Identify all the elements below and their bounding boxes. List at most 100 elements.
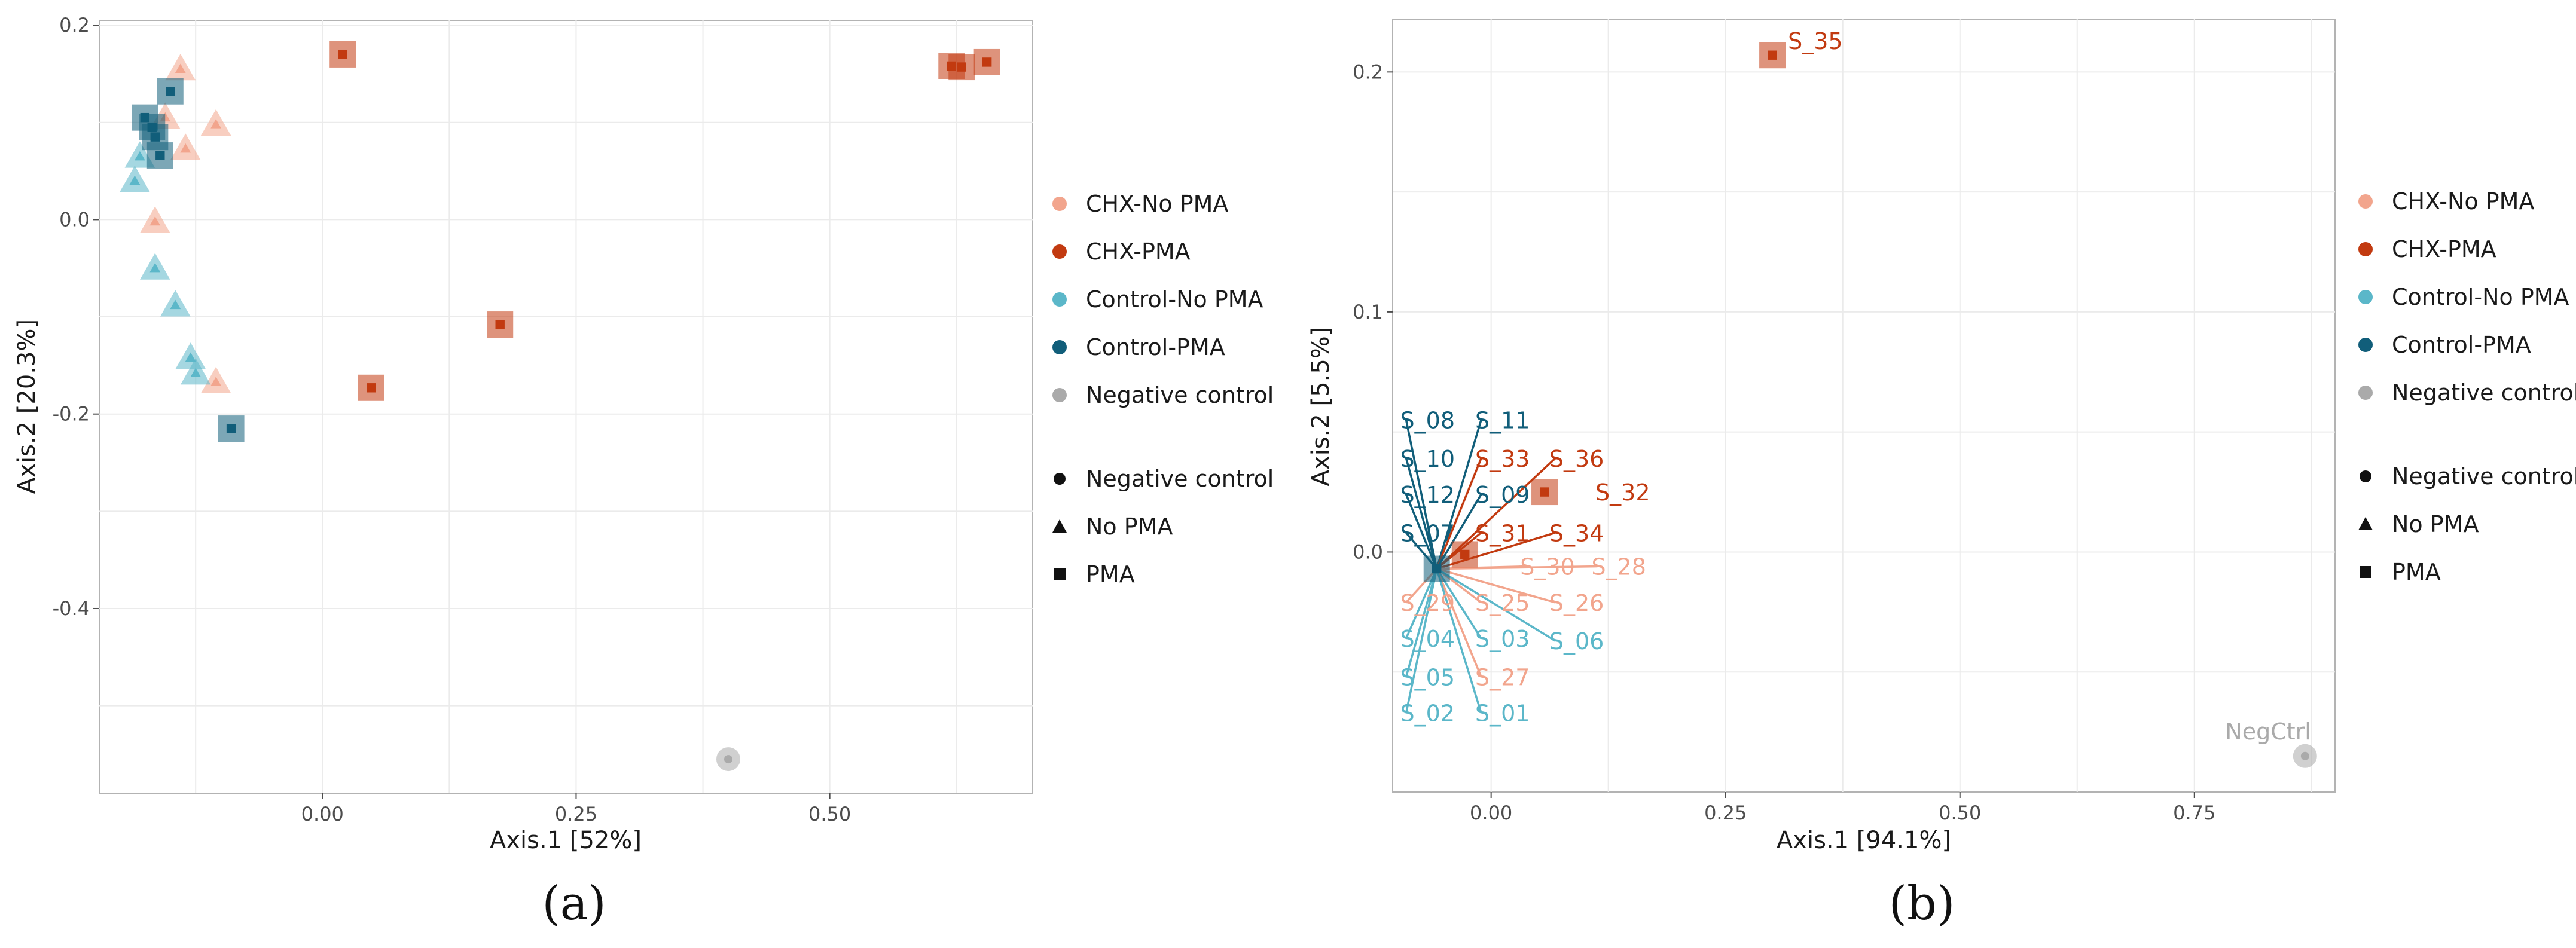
- point-label-s_35: S_35: [1788, 28, 1842, 54]
- sample-label-s_09: S_09: [1475, 482, 1530, 508]
- legend-shape-label: Negative control: [1086, 466, 1274, 492]
- point-a-6-inner: [175, 63, 186, 73]
- point-a-5-inner: [367, 383, 376, 393]
- legend-key-chx-pma: [2358, 242, 2373, 256]
- b-x-tick-label: 0.00: [1470, 802, 1512, 824]
- panel-a: 0.00 0.25 0.500.20.0-0.2-0.4 Axis.1 [52%] …: [13, 14, 1274, 931]
- sample-label-s_06: S_06: [1549, 628, 1604, 655]
- y-axis-label-a: Axis.2 [20.3%]: [13, 319, 41, 494]
- point-a-8: [200, 109, 231, 136]
- point-a-0: [329, 41, 356, 68]
- sample-label-s_05: S_05: [1400, 664, 1455, 690]
- point-label-s_32: S_32: [1595, 479, 1650, 506]
- sample-labels-b: S_08 S_11 S_10 S_33 S_36 S_12 S_09 S_07 S_31 S_34…: [1400, 28, 2311, 745]
- point-b-1-inner: [1540, 487, 1549, 497]
- legend-label: Negative control: [2392, 380, 2576, 406]
- plot-area-a: [99, 20, 1033, 794]
- legend-key-control-pma: [2358, 338, 2373, 352]
- points-a: [120, 41, 1000, 772]
- sample-label-s_10: S_10: [1400, 446, 1455, 472]
- point-a-0-inner: [338, 50, 347, 59]
- vector-line-s_02: [1405, 568, 1438, 713]
- legend-label: CHX-No PMA: [2392, 188, 2534, 215]
- vector-line-s_10: [1405, 458, 1438, 570]
- point-a-11: [200, 366, 231, 394]
- sample-label-s_31: S_31: [1475, 520, 1530, 546]
- point-label-negctrl: NegCtrl: [2225, 718, 2311, 745]
- point-b-2: [1451, 541, 1478, 568]
- point-b-4: [1423, 555, 1450, 582]
- point-a-2: [948, 54, 975, 81]
- legend-label: Control-No PMA: [1086, 286, 1263, 313]
- sample-label-s_11: S_11: [1475, 408, 1530, 434]
- sample-label-s_26: S_26: [1549, 590, 1604, 616]
- point-a-17-inner: [190, 368, 202, 378]
- sample-label-s_27: S_27: [1475, 664, 1530, 690]
- b-y-tick-label: 0.2: [1353, 60, 1383, 83]
- point-a-9-inner: [180, 143, 191, 153]
- points-b: [1423, 42, 2317, 768]
- sample-label-s_36: S_36: [1549, 446, 1604, 472]
- legend-key-control-pma: [1052, 340, 1067, 354]
- b-y-tick-label: 0.1: [1353, 301, 1383, 323]
- legend-shape-triangle: [2358, 517, 2373, 530]
- legend-key-negative-control: [2358, 386, 2373, 400]
- vector-line-s_01: [1436, 568, 1482, 714]
- vector-line-s_33: [1436, 458, 1482, 570]
- sample-label-s_07: S_07: [1400, 520, 1455, 546]
- sample-label-s_30: S_30: [1520, 554, 1574, 580]
- legend-shape-label: No PMA: [2392, 511, 2479, 537]
- legend-shape-circle: [1054, 473, 1066, 485]
- legend-key-control-no-pma: [1052, 292, 1067, 307]
- legend-a: CHX-No PMA CHX-PMA Control-No PMA Control-P…: [1052, 191, 1274, 588]
- point-b-2-inner: [1460, 549, 1470, 559]
- tick-labels-a: 0.00 0.25 0.50 0.2 0.0 -0.2 -0.4: [53, 14, 851, 825]
- tick-labels-b: 0.00 0.25 0.50 0.75 0.2 0.1 0.0: [1353, 60, 2215, 824]
- point-a-13-inner: [129, 175, 141, 185]
- point-b-3-inner: [2300, 751, 2309, 760]
- point-a-17: [180, 358, 211, 385]
- point-a-10-inner: [149, 216, 161, 226]
- a-y-tick-label: 0.2: [59, 14, 90, 36]
- vector-line-s_11: [1436, 420, 1482, 570]
- caption-a: (a): [542, 877, 606, 931]
- vector-line-s_06: [1436, 568, 1556, 642]
- point-a-11-inner: [210, 377, 221, 386]
- sample-label-s_33: S_33: [1475, 446, 1530, 472]
- a-x-tick-label: 0.50: [808, 803, 851, 825]
- sample-label-s_03: S_03: [1475, 626, 1530, 652]
- point-a-3: [973, 48, 1000, 75]
- sample-label-s_08: S_08: [1400, 408, 1455, 434]
- legend-shape-label: PMA: [2392, 559, 2441, 585]
- point-b-0: [1759, 42, 1786, 69]
- legend-shape-label: No PMA: [1086, 513, 1173, 540]
- legend-shape-square: [2360, 566, 2371, 578]
- point-a-9: [170, 133, 201, 160]
- sample-label-s_01: S_01: [1475, 700, 1530, 726]
- vector-line-s_27: [1436, 568, 1482, 677]
- point-a-10: [140, 206, 170, 233]
- point-a-24-inner: [724, 755, 732, 764]
- point-a-16-inner: [185, 352, 196, 362]
- point-a-24: [716, 747, 740, 772]
- point-a-16: [175, 342, 206, 369]
- point-a-18: [157, 78, 184, 105]
- vector-line-s_28: [1436, 565, 1598, 570]
- legend-key-control-no-pma: [2358, 290, 2373, 304]
- b-x-tick-label: 0.50: [1939, 802, 1981, 824]
- sample-label-s_02: S_02: [1400, 700, 1455, 726]
- legend-key-chx-no-pma: [1052, 197, 1067, 211]
- point-b-1: [1531, 479, 1558, 506]
- legend-shape-circle: [2360, 470, 2371, 482]
- legend-shape-triangle: [1052, 519, 1067, 533]
- gridlines-a: [99, 20, 1033, 793]
- a-x-tick-label: 0.00: [301, 803, 344, 825]
- point-a-6: [165, 54, 196, 81]
- legend-label: CHX-PMA: [2392, 236, 2496, 262]
- a-y-tick-label: -0.2: [53, 403, 90, 426]
- legend-key-chx-no-pma: [2358, 194, 2373, 209]
- sample-label-s_28: S_28: [1591, 554, 1646, 580]
- plot-area-b: [1392, 19, 2336, 793]
- a-y-tick-label: 0.0: [59, 208, 90, 231]
